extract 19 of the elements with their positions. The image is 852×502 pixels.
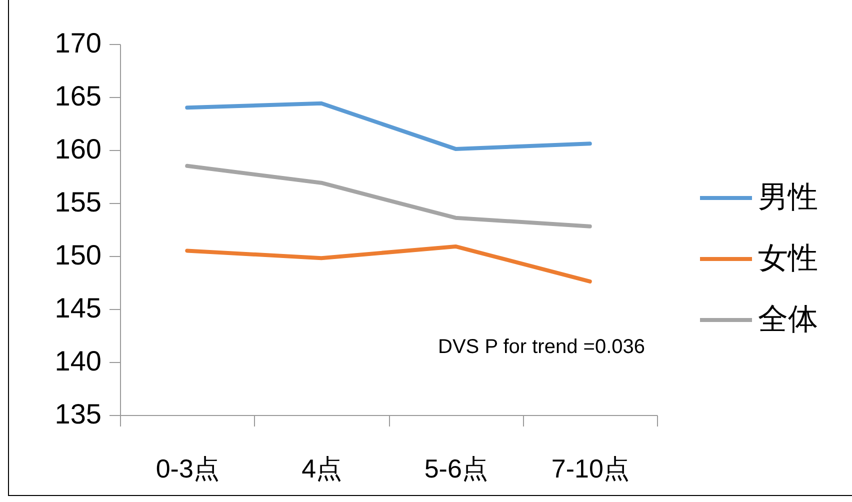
x-tick-label: 0-3点 xyxy=(156,454,220,484)
y-tick-label: 160 xyxy=(54,134,102,164)
legend-label: 男性 xyxy=(758,181,818,214)
y-tick-label: 150 xyxy=(54,240,102,270)
y-tick-label: 135 xyxy=(54,398,102,430)
line-series xyxy=(185,101,592,151)
annotation: DVS P for trend =0.036 xyxy=(438,336,645,358)
x-tick-label: 4点 xyxy=(302,454,342,484)
y-tick-label: 170 xyxy=(54,28,102,58)
legend-label: 女性 xyxy=(758,242,818,275)
y-tick-label: 155 xyxy=(54,186,102,218)
line-series xyxy=(185,244,592,284)
y-tick-label: 145 xyxy=(54,292,102,324)
legend-label: 全体 xyxy=(758,303,818,336)
x-tick-label: 7-10点 xyxy=(551,454,630,484)
y-tick-label: 165 xyxy=(54,80,102,112)
x-tick-label: 5-6点 xyxy=(424,454,488,484)
y-tick-label: 140 xyxy=(54,346,102,376)
line-series xyxy=(185,164,592,228)
